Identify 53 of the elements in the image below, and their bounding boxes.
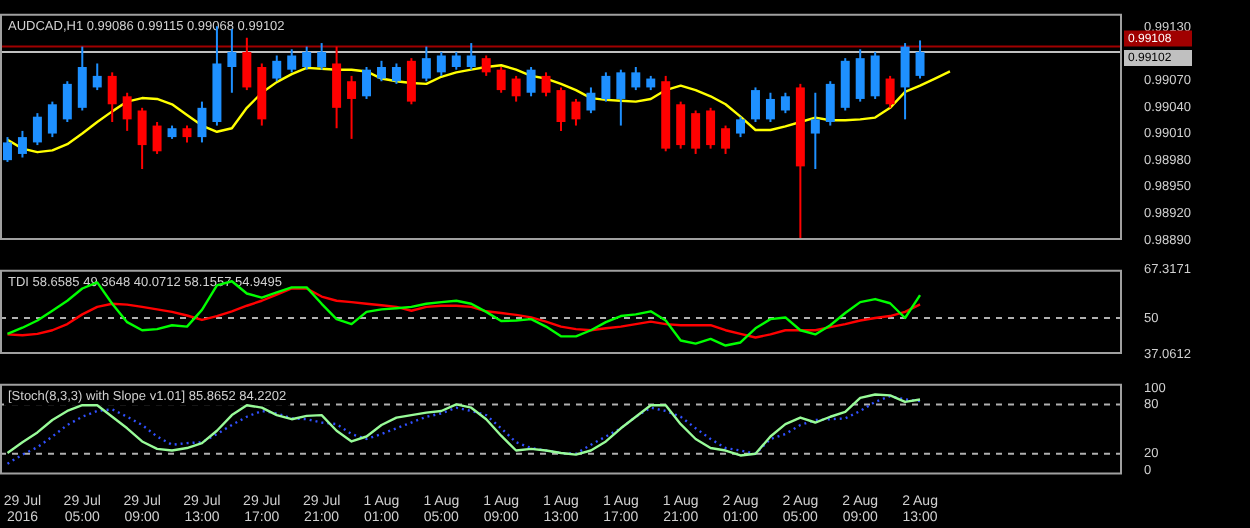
candlestick bbox=[32, 112, 42, 147]
candlestick bbox=[810, 91, 820, 171]
candlestick bbox=[571, 97, 581, 127]
candlestick bbox=[870, 50, 880, 100]
candlestick bbox=[825, 80, 835, 127]
candlestick bbox=[676, 100, 686, 150]
candlestick bbox=[227, 27, 237, 94]
candlestick bbox=[197, 100, 207, 144]
candlestick bbox=[391, 62, 401, 85]
candlestick bbox=[616, 68, 626, 127]
candlestick bbox=[601, 71, 611, 103]
candlestick bbox=[541, 71, 551, 98]
candlestick bbox=[436, 50, 446, 77]
candlestick bbox=[900, 42, 910, 121]
candlestick bbox=[481, 54, 491, 77]
candlestick bbox=[347, 74, 357, 140]
candlestick bbox=[721, 124, 731, 155]
candlestick bbox=[885, 74, 895, 109]
candlestick bbox=[736, 115, 746, 139]
candlestick bbox=[915, 39, 925, 80]
candlestick bbox=[362, 66, 372, 100]
candlestick bbox=[855, 48, 865, 103]
candlestick bbox=[511, 74, 521, 103]
candlestick bbox=[466, 42, 476, 71]
candlestick bbox=[287, 48, 297, 74]
candlestick bbox=[780, 91, 790, 115]
candlestick bbox=[496, 66, 506, 94]
candlestick bbox=[107, 71, 117, 124]
candlestick bbox=[122, 91, 132, 132]
candlestick bbox=[376, 59, 386, 83]
candlestick bbox=[242, 36, 252, 92]
candlestick bbox=[706, 106, 716, 150]
candlestick bbox=[691, 109, 701, 155]
candlestick bbox=[750, 86, 760, 124]
candlestick bbox=[421, 45, 431, 83]
candlestick bbox=[302, 45, 312, 71]
candlestick bbox=[2, 136, 12, 163]
candlestick bbox=[317, 42, 327, 71]
candlestick bbox=[62, 80, 72, 124]
candlestick bbox=[406, 57, 416, 106]
candlestick bbox=[332, 45, 342, 130]
candlestick bbox=[631, 66, 641, 92]
candlestick bbox=[586, 86, 596, 115]
candlestick bbox=[17, 129, 27, 159]
candlestick bbox=[152, 121, 162, 155]
candlestick bbox=[77, 45, 87, 112]
candlestick bbox=[137, 106, 147, 171]
candlestick bbox=[92, 62, 102, 92]
candlestick bbox=[47, 100, 57, 139]
candlestick bbox=[765, 91, 775, 124]
candlestick bbox=[840, 57, 850, 112]
candlestick bbox=[272, 54, 282, 83]
candlestick bbox=[526, 66, 536, 98]
